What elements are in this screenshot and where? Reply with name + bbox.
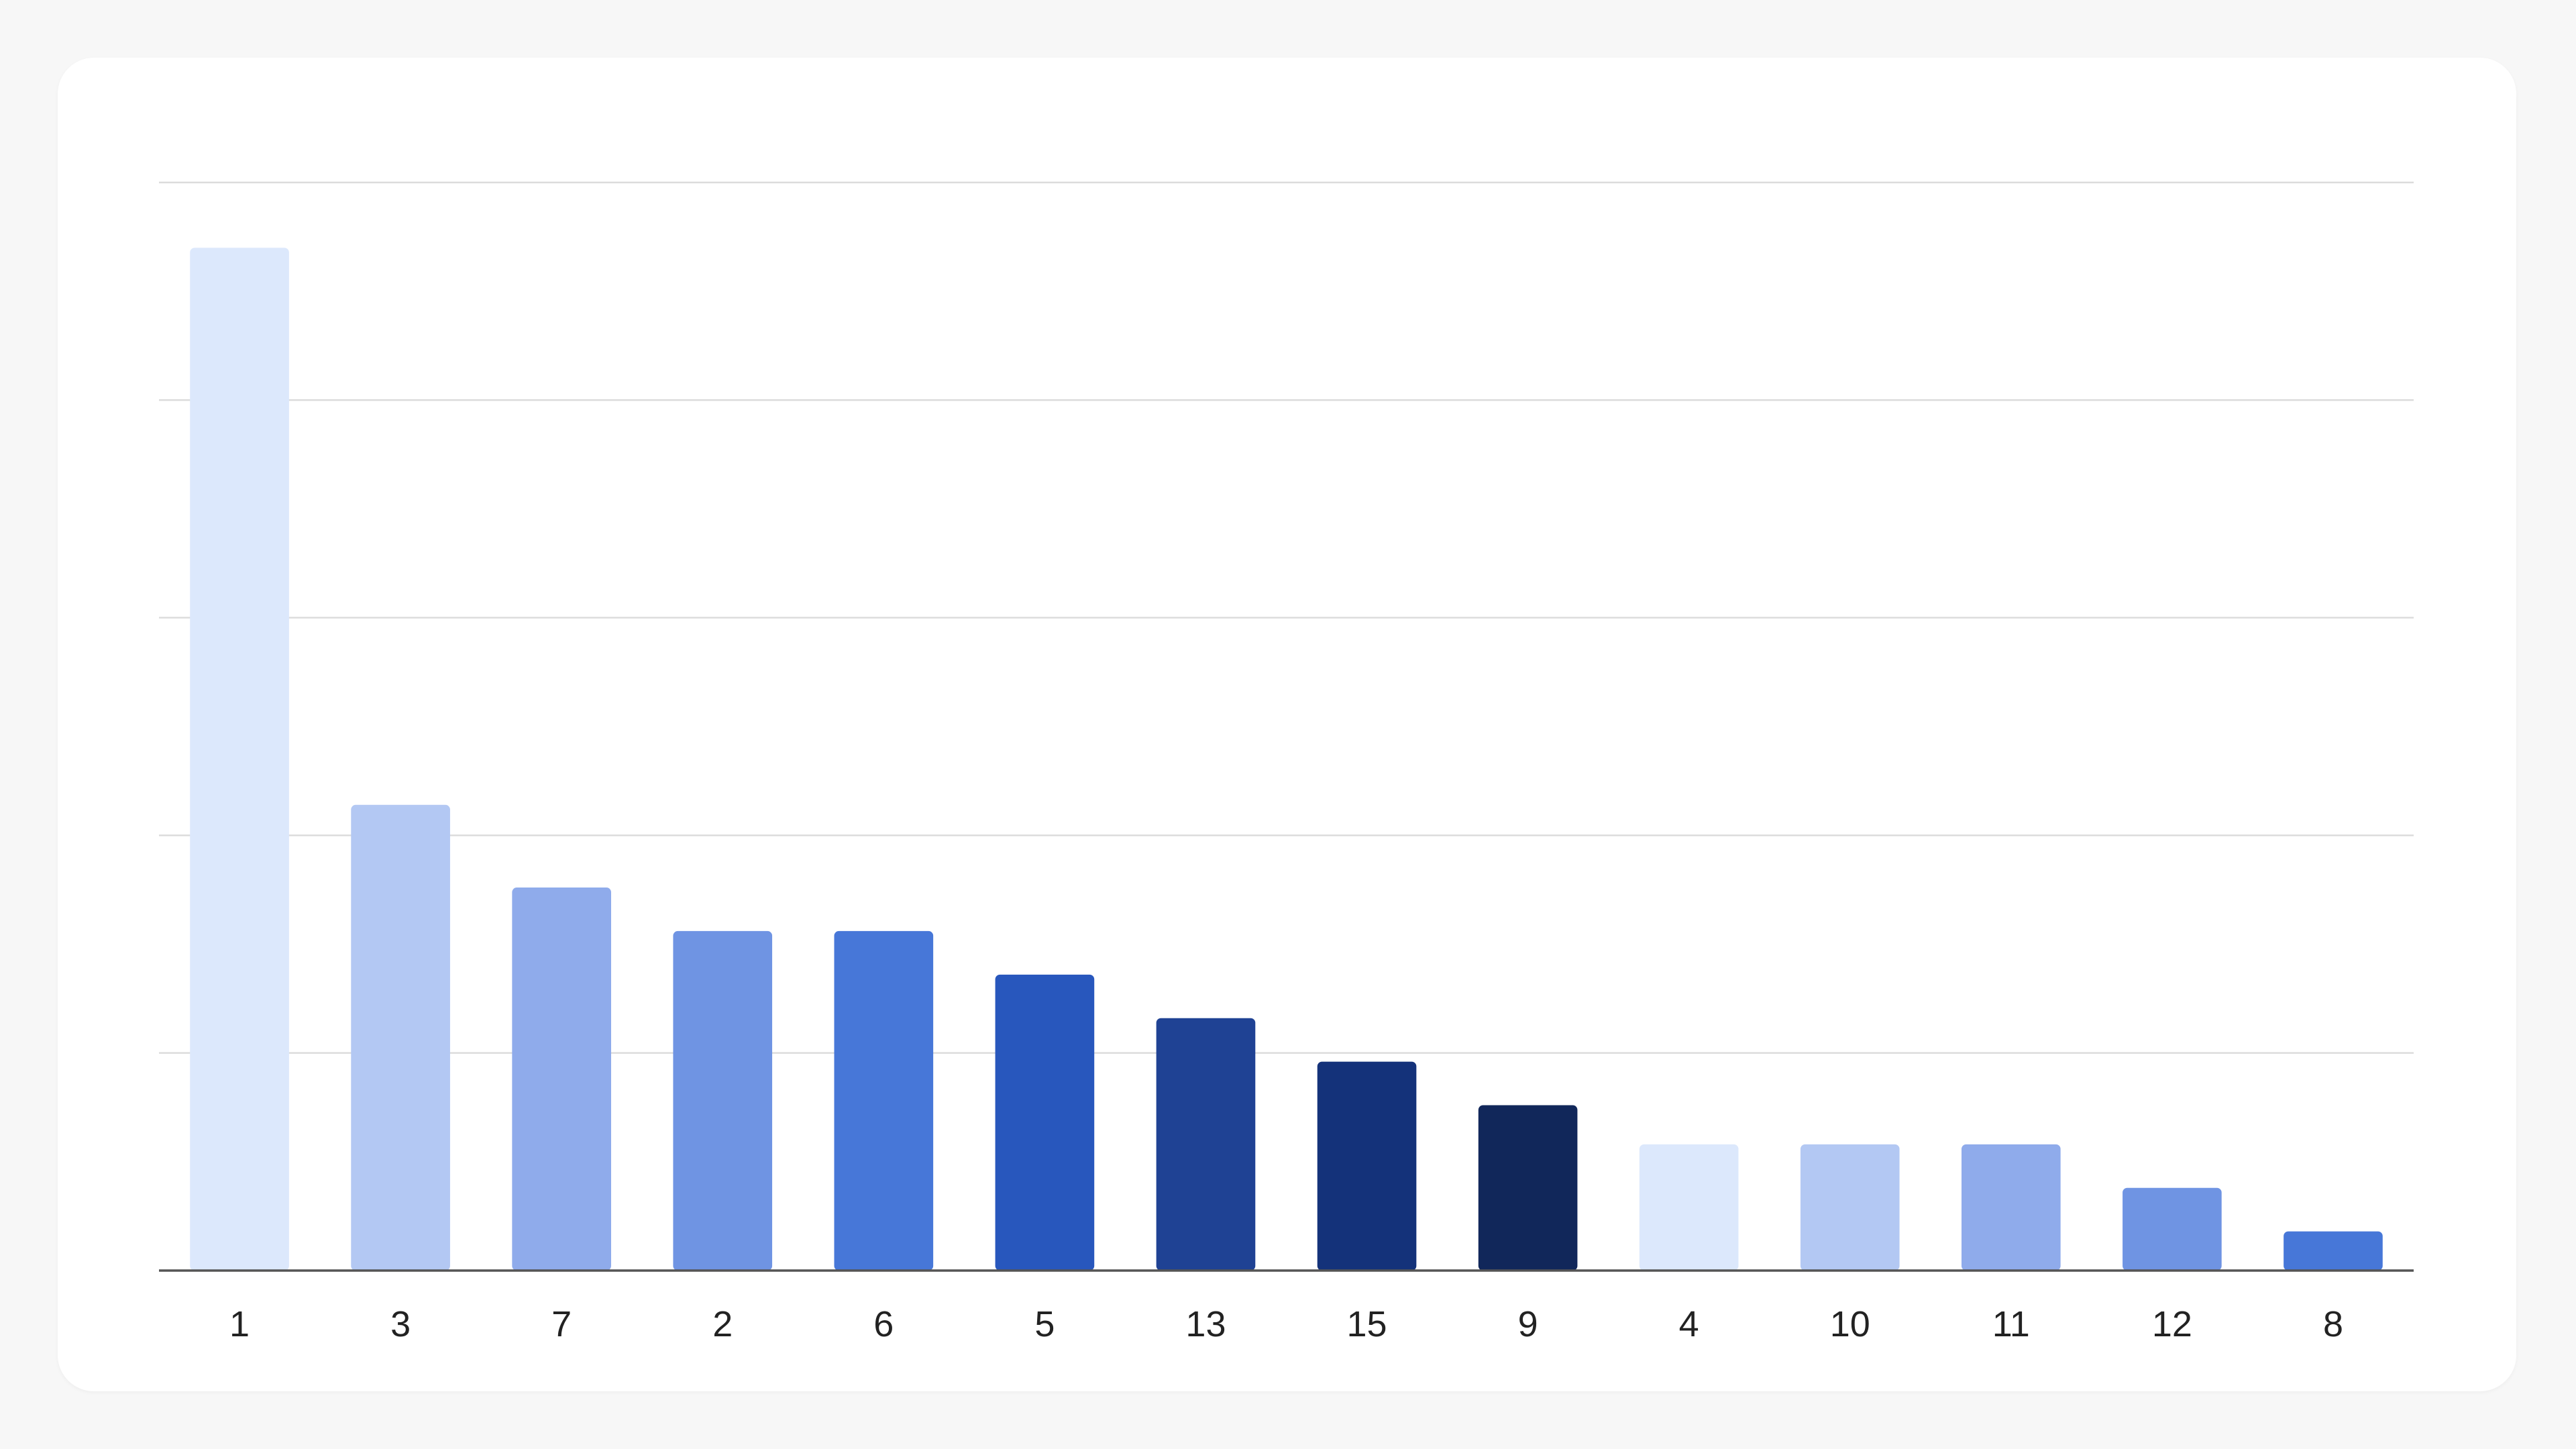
bar-3[interactable] (351, 804, 450, 1271)
bar-15[interactable] (1317, 1061, 1417, 1271)
gridlines (159, 181, 2414, 1054)
x-tick-labels: 1 3 7 2 6 5 13 15 9 4 10 11 12 8 (229, 1304, 2343, 1344)
x-tick-label-15: 15 (1346, 1304, 1387, 1344)
x-tick-label-10: 10 (1830, 1304, 1870, 1344)
bar-5[interactable] (995, 974, 1095, 1271)
x-tick-label-5: 5 (1034, 1304, 1055, 1344)
x-tick-label-1: 1 (229, 1304, 250, 1344)
bar-9[interactable] (1478, 1105, 1578, 1271)
bar-6[interactable] (834, 930, 934, 1271)
x-tick-label-12: 12 (2152, 1304, 2192, 1344)
bar-13[interactable] (1156, 1018, 1256, 1271)
x-tick-label-11: 11 (1992, 1304, 2030, 1344)
bar-10[interactable] (1800, 1144, 1900, 1271)
x-tick-label-9: 9 (1518, 1304, 1538, 1344)
bar-4[interactable] (1639, 1144, 1739, 1271)
x-tick-label-8: 8 (2323, 1304, 2343, 1344)
bar-8[interactable] (2284, 1231, 2383, 1271)
x-tick-label-2: 2 (712, 1304, 733, 1344)
bars (190, 248, 2383, 1271)
bar-7[interactable] (512, 888, 612, 1271)
bar-12[interactable] (2123, 1187, 2222, 1271)
bar-2[interactable] (673, 930, 773, 1271)
x-tick-label-6: 6 (873, 1304, 894, 1344)
bar-11[interactable] (1961, 1144, 2061, 1271)
x-tick-label-3: 3 (390, 1304, 411, 1344)
x-tick-label-7: 7 (551, 1304, 572, 1344)
x-tick-label-13: 13 (1185, 1304, 1226, 1344)
chart-card (58, 58, 2516, 1391)
bar-1[interactable] (190, 248, 289, 1271)
x-tick-label-4: 4 (1679, 1304, 1699, 1344)
